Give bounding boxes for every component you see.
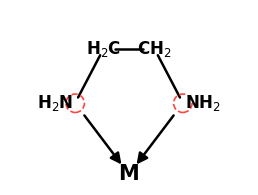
- Text: H$_2$N: H$_2$N: [37, 93, 73, 113]
- Text: NH$_2$: NH$_2$: [185, 93, 221, 113]
- Text: M: M: [119, 164, 139, 184]
- Text: H$_2$C: H$_2$C: [86, 39, 122, 59]
- Text: CH$_2$: CH$_2$: [137, 39, 171, 59]
